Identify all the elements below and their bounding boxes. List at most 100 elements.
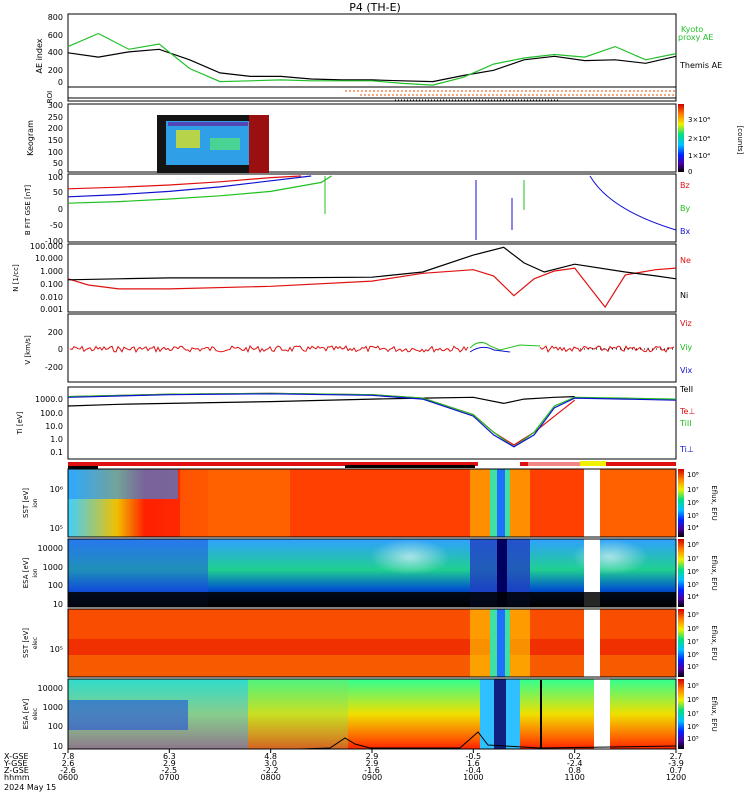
svg-text:10⁵: 10⁵ bbox=[687, 735, 699, 743]
series-tiii bbox=[67, 392, 677, 448]
bfield-series bbox=[67, 175, 332, 204]
ephemeris-t: 1000 bbox=[463, 773, 483, 782]
ephemeris-x: 7.8 bbox=[62, 752, 75, 761]
mode-bar bbox=[68, 461, 676, 469]
legend-viz: Viz bbox=[680, 319, 692, 328]
legend-viy: Viy bbox=[680, 343, 693, 352]
row-label-z: Z-GSE bbox=[4, 766, 29, 775]
svg-text:10⁴: 10⁴ bbox=[687, 524, 699, 532]
keo-ytick: 150 bbox=[48, 136, 63, 145]
ae-ylabel: AE index bbox=[35, 38, 44, 73]
esa-elec-panel: ESA [eV] elec 10000 1000 100 10 10⁹ 10⁸ … bbox=[22, 678, 718, 751]
keo-cbar-tick: 1×10⁴ bbox=[688, 152, 710, 160]
b-ytick: -50 bbox=[50, 221, 63, 230]
ephemeris-t: 0700 bbox=[159, 773, 179, 782]
legend-tiii: TiII bbox=[679, 419, 692, 428]
b-ytick: 50 bbox=[53, 188, 63, 197]
svg-text:Eflux, EFU: Eflux, EFU bbox=[710, 485, 718, 520]
svg-text:10⁹: 10⁹ bbox=[687, 611, 699, 619]
bfield-ylabel: B FIT GSE [nT] bbox=[24, 185, 32, 236]
sst-elec-ylabel: SST [eV] bbox=[22, 628, 30, 658]
keo-cbar-label: [counts] bbox=[736, 126, 744, 155]
legend-vix: Vix bbox=[680, 366, 693, 375]
series-bz bbox=[67, 175, 302, 190]
v-ytick: 0 bbox=[58, 345, 63, 354]
legend-themis-ae: Themis AE bbox=[679, 61, 722, 70]
temperature-ylabel: Ti [eV] bbox=[16, 411, 24, 435]
svg-text:10⁷: 10⁷ bbox=[687, 486, 699, 494]
b-ytick: 100 bbox=[48, 173, 63, 182]
series-ne bbox=[67, 267, 677, 309]
svg-text:Eflux, EFU: Eflux, EFU bbox=[710, 625, 718, 660]
sst-elec-sub: elec bbox=[32, 637, 39, 649]
keo-cbar-tick: 0 bbox=[688, 168, 692, 176]
series-ni bbox=[67, 246, 677, 281]
density-legend: Ne Ni bbox=[680, 256, 691, 300]
svg-text:1000: 1000 bbox=[43, 703, 63, 712]
v-ytick: 200 bbox=[48, 328, 63, 337]
ae-ytick: 200 bbox=[48, 66, 63, 75]
ephemeris-z: -2.6 bbox=[60, 766, 76, 775]
ae-yticks: 800 600 400 200 0 bbox=[48, 13, 63, 87]
esa-ion-colorbar bbox=[678, 539, 684, 607]
sst-ion-ylabel: SST [eV] bbox=[22, 488, 30, 518]
v-ytick: -200 bbox=[45, 363, 63, 372]
b-ytick: -100 bbox=[45, 237, 63, 246]
svg-text:10⁶: 10⁶ bbox=[687, 723, 699, 731]
keo-ytick: 200 bbox=[48, 124, 63, 133]
svg-text:10⁷: 10⁷ bbox=[687, 638, 699, 646]
legend-teii: TeII bbox=[679, 385, 693, 394]
t-ytick: 1000.0 bbox=[35, 395, 63, 404]
ephemeris-z: 0.7 bbox=[670, 766, 683, 775]
velocity-legend: Viz Viy Vix bbox=[680, 319, 693, 375]
legend-teperp: Te⊥ bbox=[679, 407, 695, 416]
svg-text:10⁸: 10⁸ bbox=[687, 625, 699, 633]
t-ytick: 0.1 bbox=[50, 448, 63, 457]
ae-ytick: 600 bbox=[48, 31, 63, 40]
keo-cbar-tick: 2×10⁴ bbox=[688, 135, 710, 143]
ephemeris-y: 3.0 bbox=[264, 759, 277, 768]
legend-bz: Bz bbox=[680, 181, 690, 190]
ae-legend: Kyoto proxy AE Themis AE bbox=[678, 25, 722, 70]
legend-kyoto: Kyoto bbox=[681, 25, 703, 34]
ephemeris-x: 2.7 bbox=[670, 752, 683, 761]
keogram-colorbar bbox=[678, 104, 684, 172]
ephemeris-x: 2.9 bbox=[366, 752, 379, 761]
n-ytick: 1.000 bbox=[40, 267, 63, 276]
svg-text:10⁶: 10⁶ bbox=[687, 499, 699, 507]
svg-text:10⁸: 10⁸ bbox=[687, 541, 699, 549]
svg-text:10⁷: 10⁷ bbox=[687, 710, 699, 718]
ae-series bbox=[67, 32, 677, 86]
esa-ion-panel: ESA [eV] ion 10000 1000 100 10 10⁸ 10⁷ 1… bbox=[22, 538, 718, 609]
ephemeris-t: 0600 bbox=[58, 773, 78, 782]
ephemeris-z: -1.6 bbox=[364, 766, 380, 775]
svg-text:10⁵: 10⁵ bbox=[687, 663, 699, 671]
svg-text:10⁸: 10⁸ bbox=[687, 696, 699, 704]
esa-elec-ylabel: ESA [eV] bbox=[22, 698, 30, 729]
sst-elec-panel: SST [eV] elec 10⁵ 10⁹ 10⁸ 10⁷ 10⁶ 10⁵ Ef… bbox=[22, 608, 718, 678]
ephemeris-t: 1200 bbox=[666, 773, 686, 782]
temperature-series bbox=[67, 392, 677, 448]
t-ytick: 1.0 bbox=[50, 435, 63, 444]
density-panel: N [1/cc] 100.000 10.000 1.000 0.100 0.01… bbox=[12, 242, 691, 314]
svg-text:10⁷: 10⁷ bbox=[687, 555, 699, 563]
series-by bbox=[67, 175, 332, 204]
svg-text:10⁵: 10⁵ bbox=[687, 581, 699, 589]
temperature-panel: Ti [eV] 1000.0 100.0 10.0 1.0 0.1 TeII T… bbox=[16, 385, 695, 460]
row-label-y: Y-GSE bbox=[3, 759, 27, 768]
ae-ytick: 0 bbox=[58, 78, 63, 87]
roi-panel: ROI bbox=[46, 86, 677, 103]
ephemeris-x: 4.8 bbox=[264, 752, 277, 761]
sst-ion-ytick: 10⁵ bbox=[50, 524, 63, 533]
svg-text:10⁹: 10⁹ bbox=[687, 682, 699, 690]
legend-tiperp: Ti⊥ bbox=[679, 445, 694, 454]
svg-text:10⁴: 10⁴ bbox=[687, 593, 699, 601]
n-ytick: 10.000 bbox=[35, 254, 63, 263]
row-label-time: hhmm bbox=[4, 773, 30, 782]
sst-ion-panel: SST [eV] ion 10⁶ 10⁵ 10⁸ 10⁷ 10⁶ 10⁵ 10⁴… bbox=[22, 468, 718, 538]
svg-text:10000: 10000 bbox=[38, 684, 63, 693]
legend-proxy-ae: proxy AE bbox=[678, 33, 713, 42]
n-ytick: 100.000 bbox=[30, 242, 63, 251]
series-teii bbox=[67, 396, 575, 407]
